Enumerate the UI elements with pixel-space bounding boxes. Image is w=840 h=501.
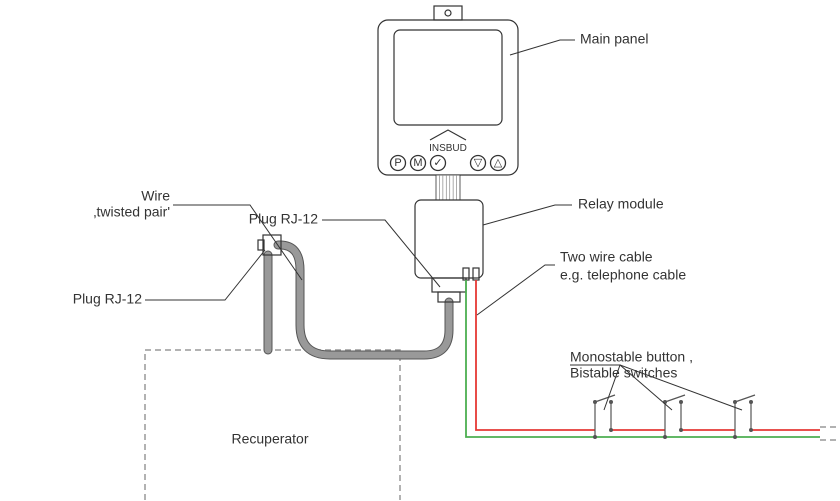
switches-label-1: Monostable button , (570, 349, 693, 365)
switch-node-bot (663, 435, 667, 439)
plug-rj12-left-label: Plug RJ-12 (73, 291, 142, 307)
switch-node (749, 400, 753, 404)
wire-twisted-pair-label-2: ‚twisted pair' (93, 204, 170, 220)
plug-rj12-left-leader (145, 250, 265, 300)
panel-button-glyph-4: △ (494, 157, 503, 169)
recuperator-label: Recuperator (231, 431, 308, 447)
relay-module-label: Relay module (578, 196, 664, 212)
wire-continuation (820, 427, 838, 440)
switch-node-bot (733, 435, 737, 439)
two-wire-cable-label-1: Two wire cable (560, 249, 653, 265)
switch-pivot (733, 400, 737, 404)
plug-rj12-top-leader (322, 220, 440, 287)
switch-node (609, 400, 613, 404)
switch-node-top (749, 428, 753, 432)
main-panel-label: Main panel (580, 31, 649, 47)
panel-button-glyph-2: ✓ (433, 157, 442, 169)
brand-roof-icon (430, 130, 466, 140)
switch-node-top (609, 428, 613, 432)
relay-rj12-jack (432, 278, 466, 292)
panel-button-glyph-1: M (413, 157, 422, 169)
recuperator-outline (145, 350, 400, 500)
two-wire-cable-leader (477, 265, 555, 315)
wire-twisted-pair-label-1: Wire (141, 188, 170, 204)
switch-node-bot (593, 435, 597, 439)
main-panel-leader (510, 40, 575, 55)
switches-label-2: Bistable switches (570, 365, 677, 381)
switch-node (679, 400, 683, 404)
brand-text: INSBUD (429, 143, 467, 154)
panel-button-glyph-0: P (394, 157, 401, 169)
panel-button-glyph-3: ▽ (474, 157, 483, 169)
relay-module-leader (483, 205, 572, 225)
panel-hanger (434, 6, 462, 20)
main-panel-screen (394, 30, 502, 125)
two-wire-cable-label-2: e.g. telephone cable (560, 267, 686, 283)
relay-module-body (415, 200, 483, 278)
hanger-hole (445, 10, 451, 16)
switch-node-top (679, 428, 683, 432)
switch-pivot (593, 400, 597, 404)
